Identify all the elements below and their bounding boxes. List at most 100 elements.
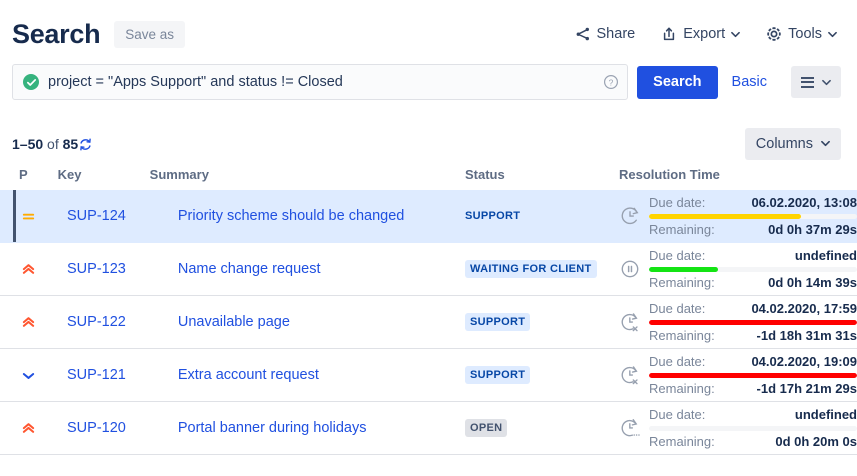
table-row[interactable]: SUP-121 Extra account request SUPPORT	[0, 349, 857, 402]
resolution-time-cell: Due date: undefined Remaining: 0d 0h 14m…	[611, 243, 857, 295]
issue-key-link[interactable]: SUP-124	[67, 208, 126, 224]
refresh-icon[interactable]	[78, 137, 93, 152]
issue-status-cell: SUPPORT	[465, 190, 611, 242]
clock-breached-x-icon	[619, 364, 641, 386]
resolution-time-cell: Due date: 04.02.2020, 19:09 Remaining: -…	[611, 349, 857, 401]
priority-medium-equals-icon	[19, 209, 37, 224]
due-date-value: 06.02.2020, 13:08	[751, 194, 857, 210]
sla-progress-fill	[649, 319, 857, 325]
gear-icon	[766, 26, 782, 42]
sla-progress-track	[649, 425, 857, 431]
page-header: Search Save as Share	[0, 0, 857, 56]
remaining-label: Remaining:	[649, 221, 715, 237]
issue-status-cell: OPEN	[465, 402, 611, 454]
remaining-value: -1d 17h 21m 29s	[756, 380, 857, 396]
issue-key-link[interactable]: SUP-120	[67, 420, 126, 436]
sla-progress-track	[649, 372, 857, 378]
priority-cell	[0, 402, 37, 454]
due-date-label: Due date:	[649, 353, 706, 369]
due-date-value: undefined	[794, 406, 857, 422]
clock-running-icon	[619, 205, 641, 227]
issue-summary-link[interactable]: Extra account request	[177, 367, 319, 383]
basic-mode-link[interactable]: Basic	[731, 74, 767, 90]
sla-progress-fill	[649, 372, 857, 378]
issue-status-cell: SUPPORT	[465, 296, 611, 348]
issue-summary-cell: Unavailable page	[126, 296, 465, 348]
due-date-label: Due date:	[649, 300, 706, 316]
priority-high-chevrons-up-icon	[19, 315, 37, 330]
search-button[interactable]: Search	[637, 65, 718, 99]
pause-circle-icon	[619, 258, 641, 280]
share-icon	[575, 26, 591, 42]
column-header-resolution-time[interactable]: Resolution Time	[619, 167, 720, 182]
results-summary-bar: 1–50 of 85 Columns	[0, 127, 857, 161]
due-date-value: 04.02.2020, 17:59	[751, 300, 857, 316]
clock-breached-x-icon	[619, 311, 641, 333]
due-date-label: Due date:	[649, 247, 706, 263]
issue-key-link[interactable]: SUP-122	[67, 314, 126, 330]
issue-key-link[interactable]: SUP-121	[67, 367, 126, 383]
column-header-priority[interactable]: P	[19, 167, 28, 182]
issues-table: P Key Summary Status Resolution Time SUP…	[0, 167, 857, 455]
issue-key-cell: SUP-124	[37, 190, 126, 242]
table-row[interactable]: SUP-122 Unavailable page SUPPORT	[0, 296, 857, 349]
issue-key-link[interactable]: SUP-123	[67, 261, 126, 277]
table-row[interactable]: SUP-124 Priority scheme should be change…	[0, 190, 857, 243]
results-of-label: of	[47, 136, 59, 152]
list-hamburger-icon	[801, 76, 814, 88]
chevron-down-icon	[731, 30, 741, 39]
results-range: 1–50	[12, 136, 44, 152]
issue-summary-link[interactable]: Priority scheme should be changed	[177, 208, 405, 224]
view-options-button[interactable]	[791, 66, 841, 98]
due-date-label: Due date:	[649, 406, 706, 422]
sla-progress-track	[649, 319, 857, 325]
issue-summary-cell: Priority scheme should be changed	[126, 190, 465, 242]
priority-high-chevrons-up-icon	[19, 262, 37, 277]
header-actions: Share Export	[575, 26, 841, 42]
priority-low-chevron-down-icon	[19, 368, 37, 383]
column-header-key[interactable]: Key	[57, 167, 82, 182]
share-button[interactable]: Share	[575, 26, 636, 42]
issue-summary-link[interactable]: Name change request	[177, 261, 321, 277]
due-date-value: undefined	[794, 247, 857, 263]
priority-cell	[0, 349, 37, 401]
sla-progress-fill	[649, 213, 801, 219]
results-total: 85	[62, 136, 79, 152]
priority-cell	[0, 296, 37, 348]
status-badge: SUPPORT	[465, 313, 531, 331]
chevron-down-icon	[821, 136, 830, 152]
status-badge: OPEN	[465, 419, 508, 437]
jql-search-bar: project = "Apps Support" and status != C…	[0, 64, 857, 100]
issue-summary-cell: Extra account request	[126, 349, 465, 401]
remaining-label: Remaining:	[649, 380, 715, 396]
table-row[interactable]: SUP-123 Name change request WAITING FOR …	[0, 243, 857, 296]
export-label: Export	[683, 26, 726, 42]
issue-summary-link[interactable]: Unavailable page	[177, 314, 290, 330]
status-badge: SUPPORT	[465, 210, 521, 222]
save-as-button[interactable]: Save as	[114, 20, 186, 48]
due-date-label: Due date:	[649, 194, 706, 210]
chevron-down-icon	[822, 75, 831, 90]
jql-input-wrapper[interactable]: project = "Apps Support" and status != C…	[12, 64, 629, 100]
remaining-label: Remaining:	[649, 433, 715, 449]
issue-summary-link[interactable]: Portal banner during holidays	[177, 420, 367, 436]
column-header-status[interactable]: Status	[465, 167, 505, 182]
tools-label: Tools	[788, 26, 822, 42]
issue-key-cell: SUP-123	[37, 243, 126, 295]
column-header-summary[interactable]: Summary	[149, 167, 209, 182]
tools-button[interactable]: Tools	[766, 26, 837, 42]
chevron-down-icon	[828, 30, 837, 39]
columns-button[interactable]: Columns	[744, 128, 841, 160]
jql-query-text[interactable]: project = "Apps Support" and status != C…	[48, 74, 343, 90]
issue-status-cell: SUPPORT	[465, 349, 611, 401]
export-upload-icon	[661, 26, 677, 42]
resolution-time-cell: Due date: undefined Remaining: 0d 0h 20m…	[611, 402, 857, 454]
columns-label: Columns	[755, 136, 813, 152]
question-circle-icon[interactable]: ?	[603, 74, 619, 90]
share-label: Share	[596, 26, 636, 42]
table-row[interactable]: SUP-120 Portal banner during holidays OP…	[0, 402, 857, 455]
sla-progress-track	[649, 266, 857, 272]
results-count: 1–50 of 85	[12, 136, 78, 152]
check-circle-icon	[23, 74, 39, 90]
export-button[interactable]: Export	[661, 26, 741, 42]
